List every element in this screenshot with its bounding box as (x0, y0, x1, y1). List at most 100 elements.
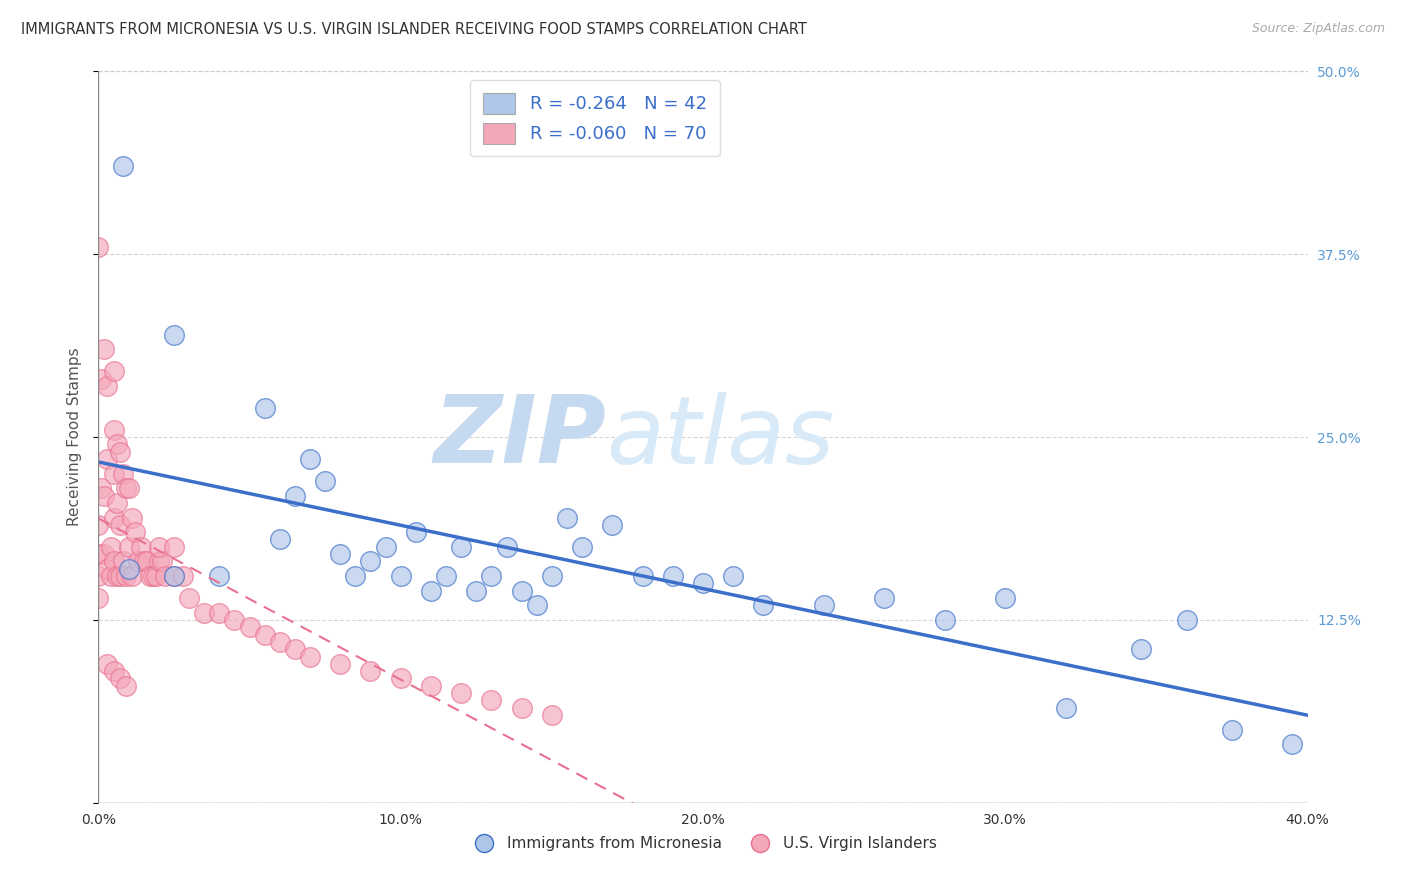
Legend: Immigrants from Micronesia, U.S. Virgin Islanders: Immigrants from Micronesia, U.S. Virgin … (463, 830, 943, 857)
Point (571, 540, 593, 554)
Point (389, 569, 412, 583)
Point (360, 554, 382, 568)
Point (87, 240, 110, 254)
Point (284, 489, 307, 503)
Point (329, 657, 352, 671)
Point (602, 517, 624, 532)
Point (111, 554, 134, 568)
Point (661, 569, 683, 583)
Point (224, 613, 246, 627)
Point (420, 583, 443, 598)
Point (172, 569, 194, 583)
Point (105, 437, 128, 451)
Point (96, 379, 118, 393)
Point (114, 481, 136, 495)
Point (269, 635, 291, 649)
Point (540, 708, 562, 723)
Text: ZIP: ZIP (433, 391, 606, 483)
Point (96, 562, 118, 576)
Point (434, 569, 457, 583)
Point (103, 423, 125, 437)
Point (450, 686, 472, 700)
Point (193, 606, 215, 620)
Point (145, 569, 167, 583)
Point (100, 569, 122, 583)
Point (495, 540, 517, 554)
Text: Source: ZipAtlas.com: Source: ZipAtlas.com (1251, 22, 1385, 36)
Point (103, 467, 125, 481)
Point (142, 569, 165, 583)
Point (87, 547, 110, 561)
Point (510, 583, 533, 598)
Point (93, 489, 115, 503)
Point (360, 664, 382, 678)
Point (1130, 642, 1153, 657)
Point (481, 569, 503, 583)
Point (153, 569, 176, 583)
Point (163, 540, 186, 554)
Point (1175, 613, 1198, 627)
Point (118, 562, 141, 576)
Point (121, 569, 143, 583)
Point (118, 540, 141, 554)
Point (163, 327, 186, 342)
Point (239, 620, 262, 634)
Point (465, 583, 488, 598)
Point (139, 569, 162, 583)
Point (1054, 700, 1077, 714)
Point (124, 525, 146, 540)
Point (284, 642, 307, 657)
Point (813, 599, 835, 613)
Point (96, 657, 118, 671)
Point (994, 591, 1017, 605)
Text: IMMIGRANTS FROM MICRONESIA VS U.S. VIRGIN ISLANDER RECEIVING FOOD STAMPS CORRELA: IMMIGRANTS FROM MICRONESIA VS U.S. VIRGI… (21, 22, 807, 37)
Point (510, 700, 533, 714)
Point (118, 481, 141, 495)
Point (389, 672, 412, 686)
Point (526, 599, 548, 613)
Point (269, 533, 291, 547)
Point (752, 599, 775, 613)
Point (114, 679, 136, 693)
Point (179, 591, 201, 605)
Point (631, 569, 654, 583)
Point (253, 627, 276, 641)
Point (934, 613, 956, 627)
Point (299, 452, 322, 467)
Point (90, 371, 112, 385)
Point (108, 444, 131, 458)
Point (208, 569, 231, 583)
Point (329, 547, 352, 561)
Point (103, 510, 125, 524)
Point (132, 554, 155, 568)
Point (105, 496, 128, 510)
Point (129, 540, 152, 554)
Point (450, 540, 472, 554)
Point (405, 525, 427, 540)
Point (481, 693, 503, 707)
Point (105, 569, 128, 583)
Point (555, 510, 578, 524)
Point (90, 481, 112, 495)
Point (103, 554, 125, 568)
Point (314, 474, 336, 488)
Point (87, 517, 110, 532)
Point (111, 160, 134, 174)
Point (103, 664, 125, 678)
Point (121, 510, 143, 524)
Point (723, 569, 745, 583)
Point (208, 606, 231, 620)
Point (96, 452, 118, 467)
Point (163, 569, 186, 583)
Point (100, 540, 122, 554)
Point (150, 554, 173, 568)
Point (87, 591, 110, 605)
Point (420, 679, 443, 693)
Point (692, 576, 714, 591)
Point (253, 401, 276, 415)
Point (93, 547, 115, 561)
Point (148, 554, 170, 568)
Point (873, 591, 896, 605)
Point (299, 649, 322, 664)
Point (108, 517, 131, 532)
